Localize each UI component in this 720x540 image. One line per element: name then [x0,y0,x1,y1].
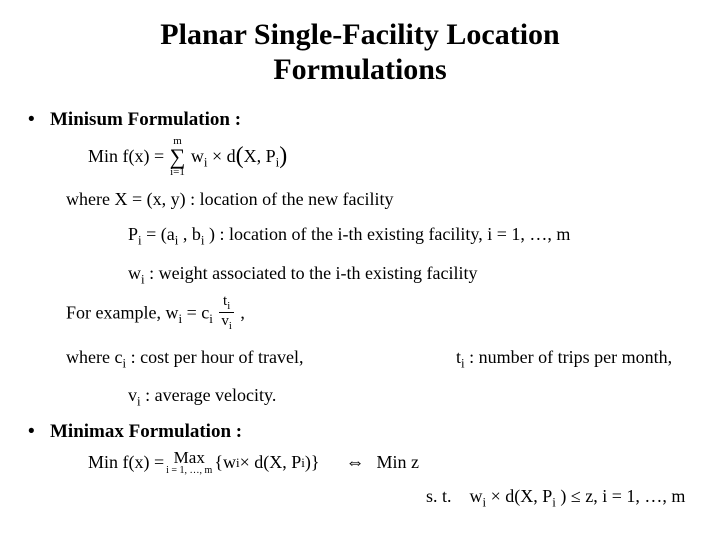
sigma-symbol: ∑ [170,147,186,167]
wi-pre: w [128,263,141,283]
paren-open: ( [236,143,244,169]
st-label: s. t. [426,486,452,506]
ti-post: : number of trips per month, [469,347,672,367]
page-title: Planar Single-Facility Location Formulat… [28,18,692,87]
min-z: Min z [377,452,420,474]
bi-sub: i [201,233,205,248]
paren-close: ) [279,143,287,169]
st-pi-sub: i [552,495,556,510]
st-mid: × d(X, P [491,486,553,506]
bullet-minimax: • Minimax Formulation : [28,421,692,443]
st-w: w [470,486,483,506]
max-sub: i = 1, …, m [166,466,212,476]
line-st: s. t. wi × d(X, Pi ) ≤ z, i = 1, …, m [426,486,692,510]
pi-post: ) : location of the i-th existing facili… [209,224,570,244]
pi-eq: = (a [146,224,175,244]
vi-pre: v [128,385,137,405]
minfx-eq-text: Min f(x) = [88,146,169,166]
title-line-1: Planar Single-Facility Location [160,18,559,51]
line-minfx-sum: Min f(x) = m ∑ i=1 wi × d(X, Pi) [88,137,692,179]
line-pi: Pi = (ai , bi ) : location of the i-th e… [128,224,692,248]
bullet-dot-2: • [28,421,50,443]
max-operator: Max i = 1, …, m [166,449,212,476]
where-ti: ti : number of trips per month, [396,347,692,371]
vi-post: : average velocity. [145,385,276,405]
wi-post: : weight associated to the i-th existing… [149,263,477,283]
sum-times-d: × d [212,146,236,166]
line-wi: wi : weight associated to the i-th exist… [128,263,692,287]
max-label: Max [166,449,212,466]
frac-v: v [221,313,229,329]
pi-pre: P [128,224,138,244]
line-for-example: For example, wi = ci ti vi , [66,295,692,334]
bullet-minisum: • Minisum Formulation : [28,109,692,131]
pi-mid: , b [183,224,201,244]
fex-comma: , [240,302,245,322]
wi-sub: i [141,271,145,286]
bullet-minimax-label: Minimax Formulation : [50,421,242,443]
vi-sub: i [137,394,141,409]
where-ci-post: : cost per hour of travel, [131,347,304,367]
sigma-bottom: i=1 [170,167,186,178]
slide: Planar Single-Facility Location Formulat… [0,0,720,540]
where-ci-pre: where c [66,347,122,367]
title-line-2: Formulations [273,53,446,86]
ai-sub: i [175,233,179,248]
sum-xp: X, P [244,146,276,166]
sum-w: w [191,146,204,166]
where-ci: where ci : cost per hour of travel, [66,347,396,371]
line-where-x: where X = (x, y) : location of the new f… [66,189,692,211]
line-where-ci-ti: where ci : cost per hour of travel, ti :… [66,347,692,371]
bullet-minisum-label: Minisum Formulation : [50,109,241,131]
fraction-ti-vi: ti vi [219,294,234,333]
frac-vi-sub: i [229,320,232,332]
ci-sub: i [209,311,213,326]
for-example-text: For example, w [66,302,178,322]
fex-wi-sub: i [178,311,182,326]
line-minimax-eq: Min f(x) = Max i = 1, …, m {wi × d(X, Pi… [88,449,692,476]
iff-symbol: ⇔ [340,452,371,475]
frac-ti-sub: i [227,300,230,312]
where-ci-sub: i [122,356,126,371]
ti-sub: i [461,356,465,371]
set-close: )} [305,452,320,474]
for-example-eq: = [187,302,202,322]
set-mid: × d(X, P [240,452,302,474]
st-post: ) ≤ z, i = 1, …, m [560,486,685,506]
minfx2-text: Min f(x) = [88,452,164,474]
st-wi-sub: i [483,495,487,510]
bullet-dot: • [28,109,50,131]
sigma-sum: m ∑ i=1 [170,136,186,178]
pi-sub: i [138,233,142,248]
sum-w-sub: i [204,155,208,170]
set-open: {w [214,452,236,474]
line-vi: vi : average velocity. [128,385,692,409]
